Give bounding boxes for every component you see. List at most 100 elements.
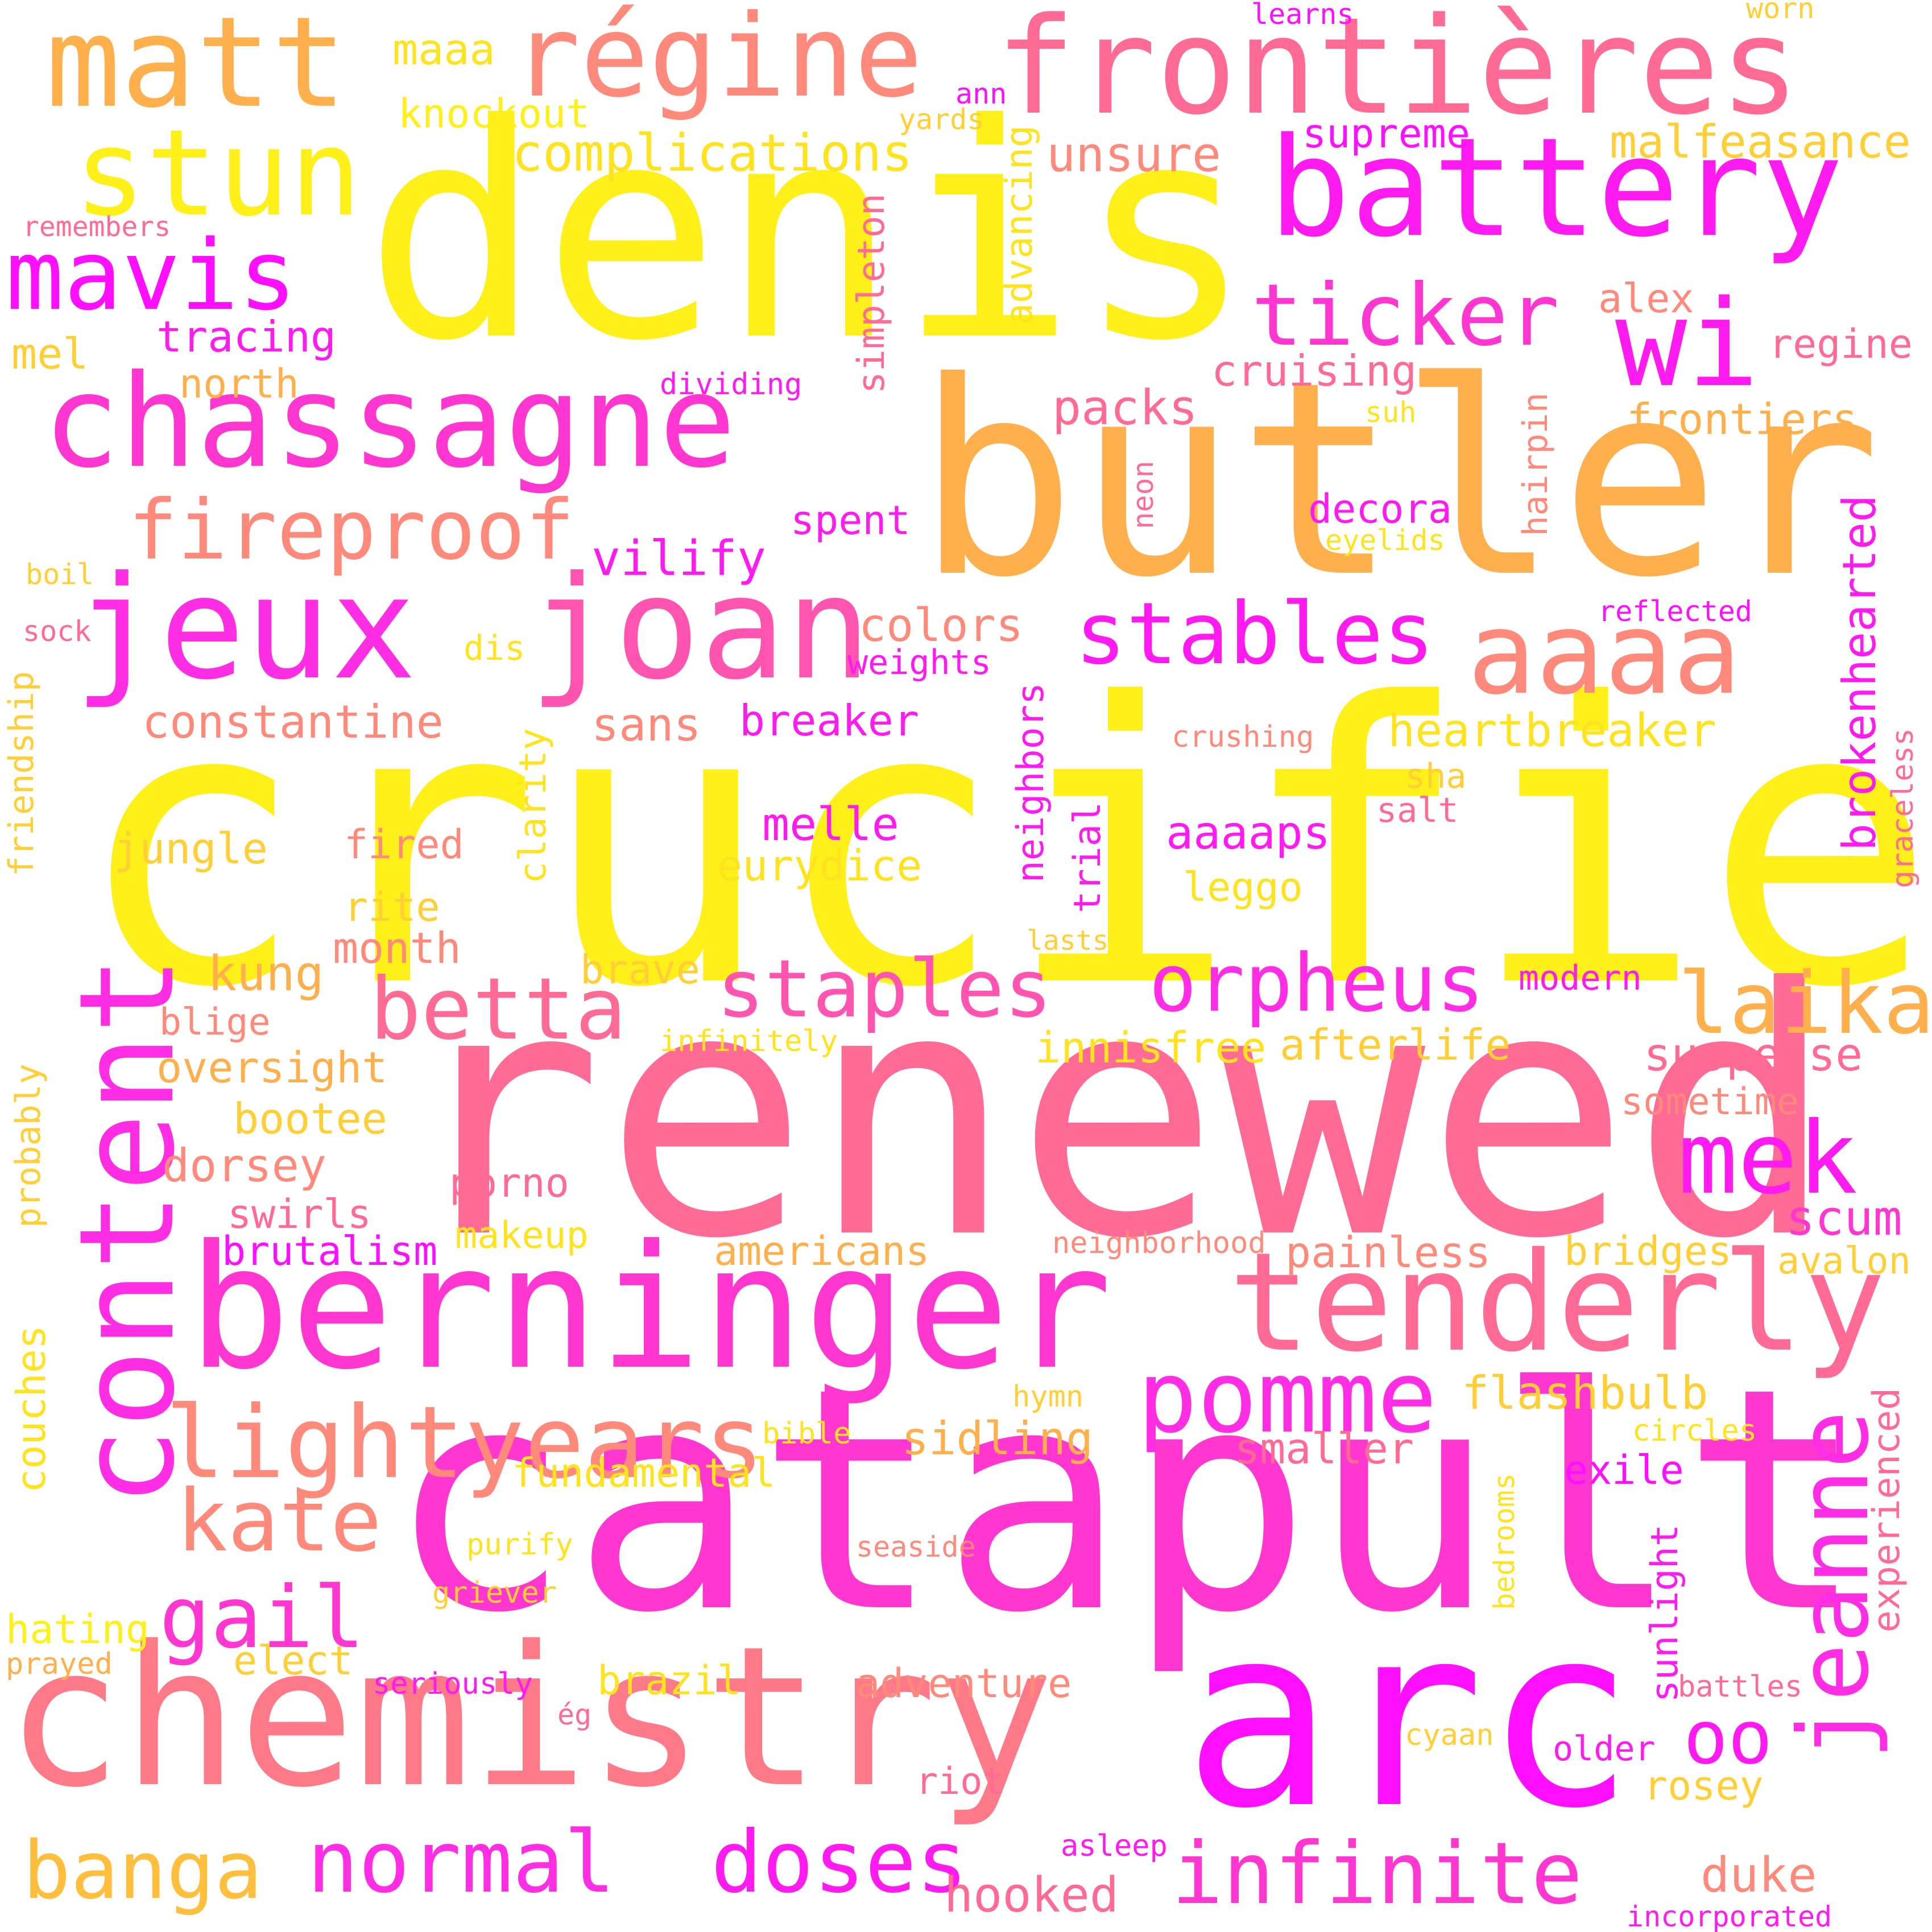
word-catapult: catapult	[387, 1323, 1866, 1680]
word-oo: oo	[1683, 1694, 1773, 1781]
word-fundamental: fundamental	[512, 1450, 776, 1496]
word-banga: banga	[23, 1825, 263, 1917]
word-flashbulb: flashbulb	[1462, 1367, 1708, 1420]
word-brave: brave	[580, 946, 700, 993]
word-reflected: reflected	[1598, 595, 1752, 628]
word-bridges: bridges	[1564, 1228, 1732, 1275]
word-weights: weights	[847, 643, 991, 682]
word-stables: stables	[1075, 585, 1435, 684]
word-painless: painless	[1285, 1227, 1491, 1277]
word-decora: decora	[1308, 486, 1452, 532]
word-leggo: leggo	[1183, 864, 1303, 911]
word-smaller: smaller	[1234, 1424, 1414, 1474]
word-experienced: experienced	[1865, 1388, 1908, 1633]
word-tenderly: tenderly	[1228, 1223, 1886, 1382]
word-jungle: jungle	[114, 824, 268, 874]
word-frontiers: frontiers	[1627, 394, 1858, 444]
word-fired: fired	[344, 821, 464, 868]
word-kate: kate	[176, 1472, 382, 1571]
word-simpleton: simpleton	[850, 193, 893, 394]
word-sha: sha	[1405, 756, 1467, 796]
word-mavis: mavis	[6, 220, 297, 332]
word-riot: riot	[916, 1760, 1005, 1803]
word-older: older	[1553, 1729, 1656, 1769]
word-hairpin: hairpin	[1516, 392, 1555, 536]
word-suh: suh	[1365, 396, 1417, 429]
word-friendship: friendship	[2, 671, 42, 877]
word-renewed: renewed	[398, 916, 1836, 1313]
word-clarity: clarity	[512, 728, 555, 884]
word-battles: battles	[1678, 1670, 1803, 1704]
word-modern: modern	[1519, 958, 1642, 998]
word-seriously: seriously	[373, 1667, 533, 1701]
word-jeux: jeux	[74, 545, 417, 711]
word-month: month	[333, 923, 461, 973]
word-probably: probably	[9, 1064, 48, 1228]
word-maaa: maaa	[392, 24, 495, 75]
word-orpheus: orpheus	[1149, 937, 1485, 1030]
word-bible: bible	[762, 1417, 851, 1451]
word-constantine: constantine	[142, 696, 444, 748]
word-couches: couches	[8, 1325, 55, 1494]
word-pomme: pomme	[1137, 1340, 1437, 1455]
word-supreme: supreme	[1302, 110, 1471, 157]
word-crushing: crushing	[1172, 720, 1314, 754]
word-seaside: seaside	[856, 1530, 976, 1563]
word-dis: dis	[464, 628, 526, 668]
word-exile: exile	[1564, 1447, 1684, 1494]
word-denis: denis	[364, 61, 1255, 406]
word-sock: sock	[23, 615, 92, 648]
word-north: north	[179, 361, 299, 407]
word-unsure: unsure	[1046, 127, 1222, 183]
word-normal: normal	[307, 1813, 615, 1912]
word-fireproof: fireproof	[128, 482, 575, 578]
word-berninger: berninger	[188, 1209, 1112, 1407]
word-brutalism: brutalism	[222, 1228, 438, 1275]
word-vilify: vilify	[591, 531, 767, 587]
word-crucified: crucified	[74, 622, 1932, 1072]
word-sometime: sometime	[1621, 1081, 1799, 1123]
word-regine-lower: regine	[1769, 321, 1913, 367]
word-gail: gail	[159, 1569, 365, 1668]
word-breaker: breaker	[739, 696, 920, 746]
word-circles: circles	[1632, 1414, 1757, 1448]
word-neon: neon	[1127, 461, 1160, 529]
word-bootee: bootee	[233, 1094, 387, 1144]
word-butler: butler	[916, 325, 1881, 636]
word-mek: mek	[1678, 1101, 1858, 1217]
word-spent: spent	[791, 497, 911, 544]
word-graceless: graceless	[1886, 728, 1920, 888]
word-infinitely: infinitely	[660, 1024, 838, 1058]
word-ann: ann	[955, 77, 1007, 110]
word-kung: kung	[208, 946, 324, 1002]
word-joan: joan	[529, 545, 872, 711]
word-makeup: makeup	[455, 1214, 589, 1257]
word-asleep: asleep	[1061, 1829, 1168, 1863]
word-americans: americans	[714, 1228, 930, 1275]
word-neighborhood: neighborhood	[1052, 1226, 1266, 1260]
word-rite: rite	[344, 884, 440, 930]
word-heartbreaker: heartbreaker	[1388, 704, 1716, 757]
word-learns: learns	[1251, 0, 1354, 31]
word-regine: régine	[512, 0, 923, 123]
word-aaaaps: aaaaps	[1166, 806, 1330, 859]
word-alex: alex	[1598, 275, 1694, 322]
word-ticker: ticker	[1251, 266, 1559, 365]
word-advancing: advancing	[998, 125, 1041, 326]
word-dorsey: dorsey	[162, 1139, 326, 1192]
word-laika: laika	[1678, 954, 1932, 1053]
word-purify: purify	[466, 1528, 573, 1562]
word-arc: arc	[1183, 1572, 1635, 1863]
word-frontieres: frontières	[995, 0, 1800, 144]
word-dividing: dividing	[660, 367, 802, 402]
word-knockout: knockout	[398, 90, 590, 137]
word-avalon: avalon	[1777, 1240, 1911, 1283]
word-incorporated: incorporated	[1627, 1900, 1832, 1932]
word-hymn: hymn	[1012, 1380, 1084, 1414]
word-brokenhearted: brokenhearted	[1833, 495, 1886, 851]
word-remembers: remembers	[23, 211, 171, 243]
word-sans: sans	[591, 698, 701, 751]
word-malfeasance: malfeasance	[1610, 115, 1911, 168]
word-porno: porno	[449, 1160, 569, 1206]
